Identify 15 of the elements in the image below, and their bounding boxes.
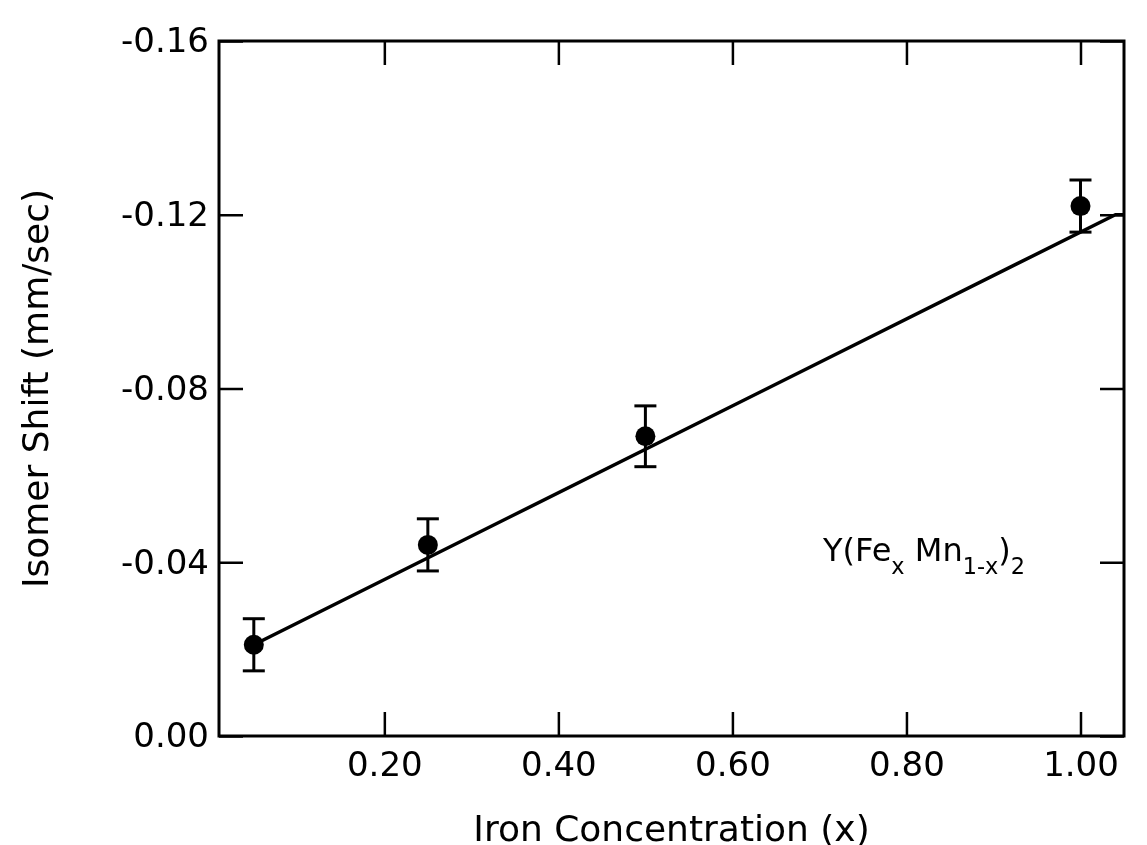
point: [417, 534, 438, 555]
y-tick-label: -0.04: [121, 541, 209, 582]
x-tick-label: 0.60: [695, 744, 771, 785]
y-axis-title: Isomer Shift (mm/sec): [15, 188, 56, 589]
point: [1070, 196, 1091, 217]
annotation: Y(Fe$_{x}$ Mn$_{1-x}$)$_{2}$: [821, 531, 1026, 579]
y-tick-label: 0.00: [133, 715, 209, 756]
x-tick-label: 0.80: [869, 744, 945, 785]
y-tick-label: -0.12: [121, 194, 209, 235]
x-tick-label: 0.20: [346, 744, 423, 785]
y-tick-label: -0.08: [121, 367, 209, 408]
x-tick-label: 1.00: [1043, 744, 1119, 785]
y-tick-label: -0.16: [121, 20, 209, 61]
x-tick-label: 0.40: [521, 744, 597, 785]
point: [635, 426, 656, 447]
